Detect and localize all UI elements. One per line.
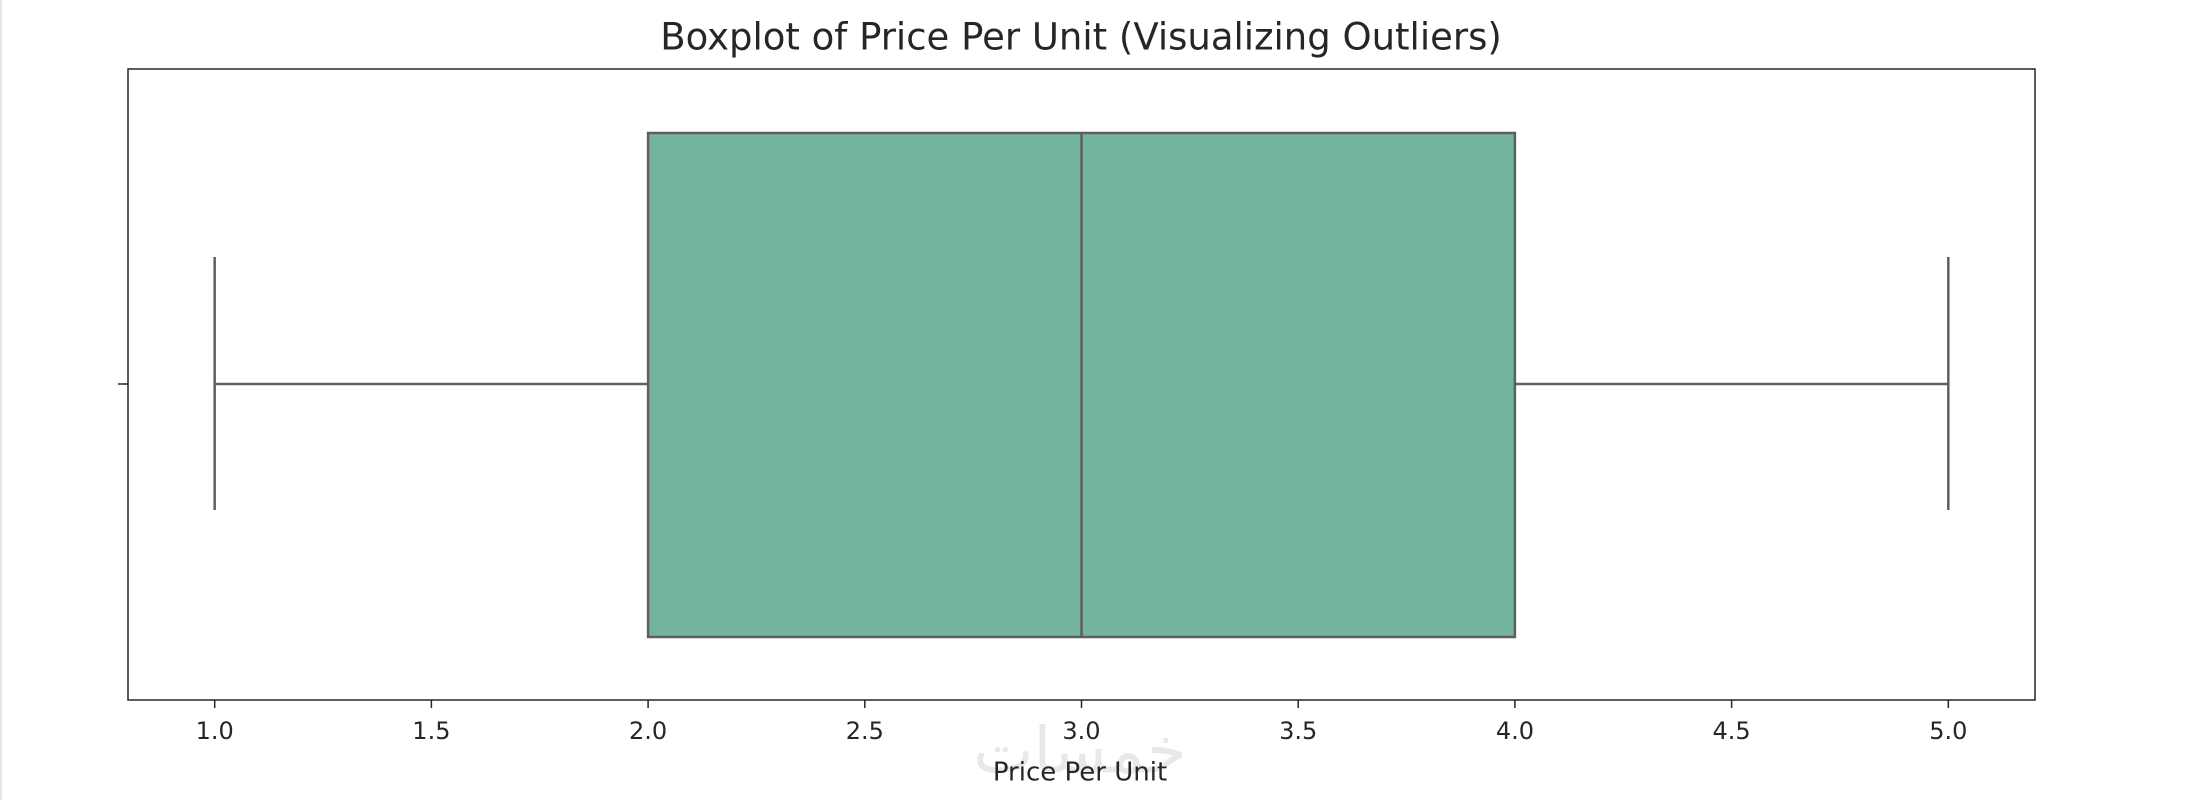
x-tick-label: 1.5 bbox=[412, 717, 450, 745]
x-tick-label: 5.0 bbox=[1929, 717, 1967, 745]
x-axis-label: Price Per Unit bbox=[993, 758, 1167, 788]
x-tick-label: 1.0 bbox=[196, 717, 234, 745]
chart-title: Boxplot of Price Per Unit (Visualizing O… bbox=[660, 16, 1502, 59]
x-tick-label: 4.5 bbox=[1713, 717, 1751, 745]
x-tick-label: 3.5 bbox=[1279, 717, 1317, 745]
x-tick-label: 4.0 bbox=[1496, 717, 1534, 745]
x-tick-label: 2.0 bbox=[629, 717, 667, 745]
x-tick-label: 2.5 bbox=[846, 717, 884, 745]
x-tick-label: 3.0 bbox=[1062, 717, 1100, 745]
plot-frame bbox=[127, 68, 2036, 701]
watermark: خمسات bbox=[973, 715, 1186, 789]
